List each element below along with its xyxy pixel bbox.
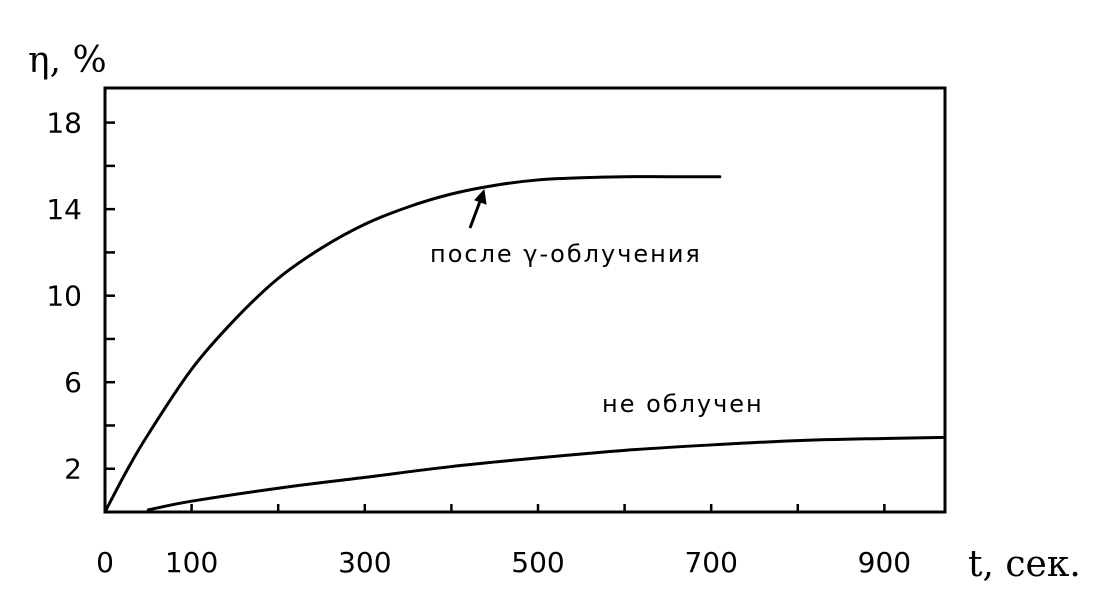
y-axis-label: η, % — [28, 40, 107, 81]
chart-series — [103, 175, 947, 514]
x-tick-label: 100 — [165, 546, 218, 579]
y-tick-label: 2 — [64, 453, 82, 486]
chart-labels: 0 100 300 500 700 900 2 6 10 14 18 η, % t, сек. после… — [28, 40, 1081, 585]
x-tick-label: 0 — [96, 546, 114, 579]
annotation-arrowhead — [474, 188, 487, 205]
x-tick-label: 900 — [858, 546, 911, 579]
y-tick-label: 6 — [64, 366, 82, 399]
chart-axes — [103, 86, 947, 514]
y-tick-label: 18 — [46, 107, 82, 140]
y-tick-label: 14 — [46, 193, 82, 226]
series-label-unirradiated: не облучен — [602, 390, 764, 418]
x-axis-label: t, сек. — [968, 544, 1081, 585]
series-line-0 — [103, 175, 722, 514]
series-line-1 — [146, 435, 947, 512]
plot-frame — [103, 86, 947, 514]
x-tick-label: 700 — [684, 546, 737, 579]
y-tick-label: 10 — [46, 280, 82, 313]
x-tick-label: 500 — [511, 546, 564, 579]
x-tick-label: 300 — [338, 546, 391, 579]
series-label-irradiated: после γ-облучения — [430, 240, 702, 268]
